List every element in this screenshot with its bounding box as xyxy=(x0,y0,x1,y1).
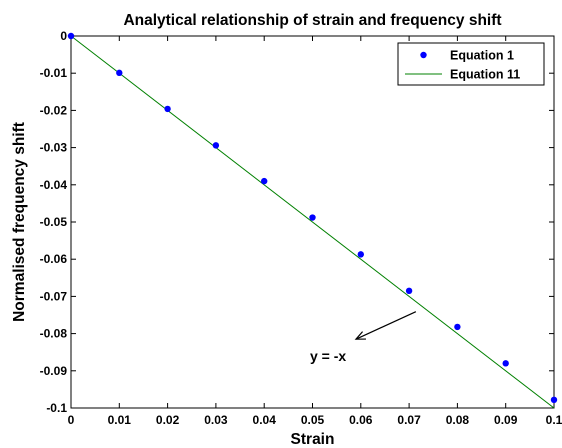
data-point-equation-1 xyxy=(261,177,268,185)
legend-label: Equation 1 xyxy=(450,49,514,63)
x-tick-label: 0.06 xyxy=(349,413,373,427)
y-tick-label: 0 xyxy=(60,29,67,43)
data-point-equation-1 xyxy=(550,396,558,404)
annotation-layer: y = -x xyxy=(310,311,417,364)
x-tick-label: 0.02 xyxy=(156,413,180,427)
x-tick-label: 0.03 xyxy=(204,413,228,427)
data-point-equation-1 xyxy=(454,323,461,331)
data-point-equation-1 xyxy=(164,105,171,113)
y-tick-label: -0.08 xyxy=(40,327,68,341)
x-tick-label: 0.07 xyxy=(397,413,421,427)
y-tick-label: -0.03 xyxy=(40,141,68,155)
data-point-equation-1 xyxy=(212,142,220,149)
x-tick-label: 0.04 xyxy=(253,413,277,427)
legend-label: Equation 11 xyxy=(450,68,520,82)
series-line-equation-11 xyxy=(70,35,555,409)
y-axis-label: Normalised frequency shift xyxy=(11,122,28,322)
legend-box xyxy=(397,42,545,86)
legend-marker-equation-1 xyxy=(420,51,427,59)
x-tick-label: 0.08 xyxy=(446,413,470,427)
x-tick-label: 0.05 xyxy=(301,413,325,427)
data-point-equation-1 xyxy=(67,32,75,40)
data-point-equation-1 xyxy=(309,214,316,221)
data-point-equation-1 xyxy=(405,287,413,295)
y-tick-label: -0.06 xyxy=(40,252,68,266)
annotation-arrow-line xyxy=(355,311,417,340)
legend: Equation 1 Equation 11 xyxy=(397,42,545,86)
axis-ticks: 0 0.01 0.02 0.03 0.04 0.05 0.06 0.07 0.08 0.09 0.1… xyxy=(40,29,562,427)
y-tick-label: -0.02 xyxy=(40,103,68,117)
data-point-equation-1 xyxy=(116,69,123,77)
data-point-equation-1 xyxy=(502,360,509,367)
data-point-equation-1 xyxy=(357,251,364,258)
x-axis-label: Strain xyxy=(291,431,335,448)
x-tick-label: 0.1 xyxy=(546,413,562,427)
y-tick-label: -0.05 xyxy=(40,215,68,229)
y-tick-label: -0.01 xyxy=(40,66,68,80)
x-tick-label: 0.09 xyxy=(494,413,518,427)
y-tick-label: -0.07 xyxy=(40,289,68,303)
y-tick-label: -0.04 xyxy=(40,178,68,192)
x-tick-label: 0 xyxy=(68,413,75,427)
x-tick-label: 0.01 xyxy=(108,413,132,427)
y-tick-label: -0.1 xyxy=(46,401,67,415)
annotation-text: y = -x xyxy=(310,348,346,364)
series-layer xyxy=(67,32,558,409)
y-tick-label: -0.09 xyxy=(40,364,68,378)
annotation-arrow-head xyxy=(354,331,366,340)
chart-title: Analytical relationship of strain and fr… xyxy=(123,12,501,29)
